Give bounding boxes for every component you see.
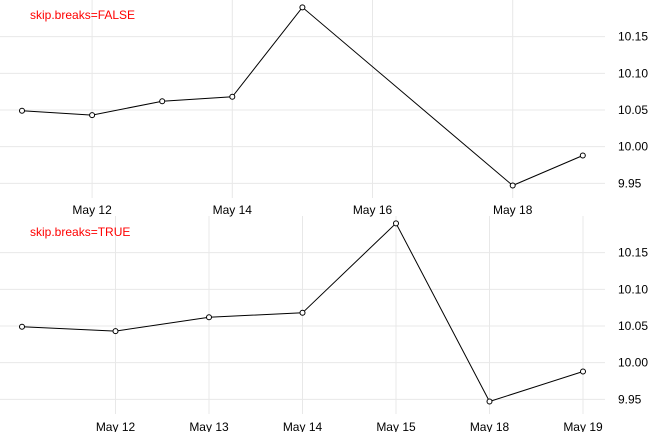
x-tick-label: May 13 [189, 420, 229, 432]
panel-title: skip.breaks=FALSE [30, 8, 135, 22]
y-tick-label: 10.10 [618, 282, 648, 296]
data-point [299, 309, 306, 316]
y-tick-label: 10.05 [618, 319, 648, 333]
y-tick-label: 9.95 [618, 176, 642, 190]
y-tick-label: 10.10 [618, 66, 648, 80]
x-tick-label: May 18 [493, 203, 533, 217]
y-tick-label: 10.15 [618, 246, 648, 260]
data-point [159, 98, 166, 105]
x-tick-label: May 12 [72, 203, 112, 217]
x-tick-label: May 12 [96, 420, 136, 432]
y-tick-label: 10.00 [618, 356, 648, 370]
data-point [393, 220, 399, 227]
y-tick-label: 10.05 [618, 103, 648, 117]
x-tick-label: May 18 [470, 420, 510, 432]
data-point [486, 398, 493, 405]
x-tick-label: May 14 [283, 420, 323, 432]
chart-panel-skip-breaks-false: 9.95 10.00 10.05 10.10 10.15 May 12 May 14 May … [0, 0, 648, 217]
x-tick-label: May 19 [563, 420, 603, 432]
x-tick-label: May 16 [353, 203, 393, 217]
y-tick-label: 9.95 [618, 392, 642, 406]
x-tick-label: May 14 [213, 203, 253, 217]
data-point [299, 4, 306, 11]
data-point [19, 323, 25, 330]
panel-title: skip.breaks=TRUE [30, 225, 130, 239]
y-tick-label: 10.00 [618, 140, 648, 154]
series-line [21, 6, 583, 187]
data-point [112, 328, 119, 335]
data-point [579, 152, 586, 159]
y-tick-label: 10.15 [618, 30, 648, 44]
data-point [229, 93, 236, 100]
data-point [89, 112, 96, 119]
data-point [509, 182, 516, 189]
x-tick-label: May 15 [376, 420, 416, 432]
data-point [206, 314, 212, 321]
chart-panel-skip-breaks-true: 9.95 10.00 10.05 10.10 10.15 May 12 May 13 May … [0, 216, 648, 432]
data-point [580, 368, 586, 375]
data-point [19, 107, 25, 114]
